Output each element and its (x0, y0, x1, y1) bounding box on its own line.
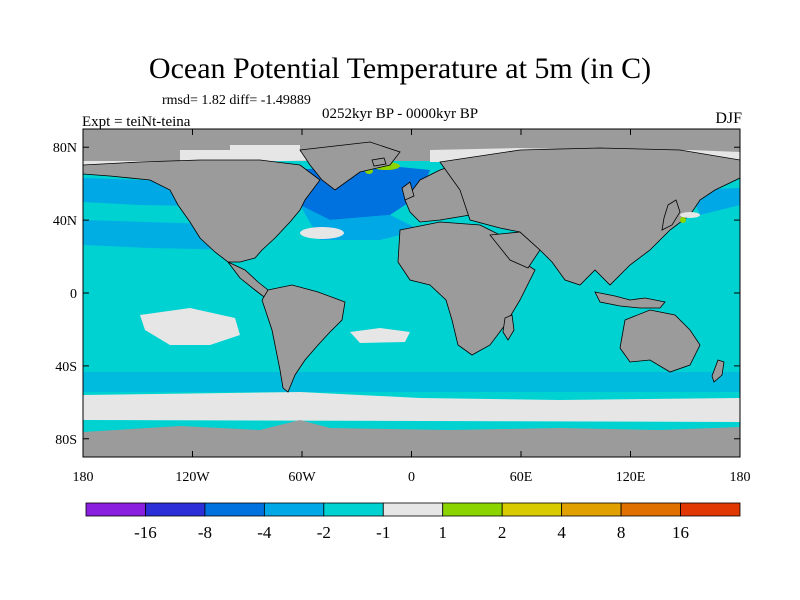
period-label: 0252kyr BP - 0000kyr BP (321, 106, 479, 122)
colorbar-label: 8 (617, 523, 626, 542)
japan (661, 199, 681, 231)
colorbar-label: -4 (257, 523, 272, 542)
season-label: DJF (715, 110, 742, 127)
lat-tick-label: 80N (53, 141, 77, 156)
colorbar-swatch (204, 502, 265, 517)
colorbar-label: 2 (498, 523, 507, 542)
colorbar-swatch (382, 502, 444, 517)
iceland (371, 157, 387, 167)
arabian-peninsula (489, 231, 541, 269)
colorbar-swatch (323, 502, 384, 517)
asia (439, 147, 740, 286)
colorbar-swatch (620, 502, 681, 517)
kuroshio-neutral-spot (680, 212, 700, 218)
maritime-continent (594, 291, 666, 309)
colorbar-swatch (680, 502, 741, 517)
colorbar-label: 4 (557, 523, 566, 542)
kuroshio-warm-spot (680, 217, 686, 223)
colorbar-swatch (85, 502, 146, 517)
colorbar-label: -8 (198, 523, 212, 542)
lon-tick-label: 120W (175, 470, 210, 485)
stats-line: rmsd= 1.82 diff= -1.49889 (162, 93, 311, 108)
lat-tick-label: 0 (70, 287, 77, 302)
lon-tick-label: 180 (73, 470, 94, 485)
colorbar-swatch (501, 502, 563, 517)
lon-tick-label: 120E (616, 470, 646, 485)
lon-tick-label: 180 (730, 470, 751, 485)
south-atlantic-neutral-patch (350, 328, 410, 343)
lat-axis: 80N 40N 0 40S 80S (53, 141, 740, 448)
colorbar-swatch (145, 502, 206, 517)
lat-tick-label: 40S (55, 360, 77, 375)
south-pacific-neutral-patch (140, 308, 240, 345)
map-field (83, 129, 740, 457)
southern-ocean-anomaly (83, 372, 740, 392)
north-america (83, 159, 321, 263)
new-zealand (711, 359, 725, 383)
south-america (261, 284, 346, 393)
lat-tick-label: 80S (55, 433, 77, 448)
africa (397, 221, 536, 356)
madagascar (502, 314, 515, 341)
colorbar: -16 -8 -4 -2 -1 1 2 4 8 16 (85, 502, 741, 542)
lat-tick-label: 40N (53, 214, 77, 229)
lon-tick-label: 0 (408, 470, 415, 485)
greenland (299, 141, 401, 191)
lon-tick-label: 60E (510, 470, 533, 485)
australia (619, 309, 701, 373)
british-isles (401, 181, 415, 201)
plot-title: Ocean Potential Temperature at 5m (in C) (148, 52, 652, 85)
colorbar-swatch (561, 502, 622, 517)
colorbar-label: 1 (438, 523, 447, 542)
colorbar-swatch (263, 502, 325, 517)
experiment-label: Expt = teiNt-teina (82, 114, 191, 130)
southern-ocean-neutral-band (83, 392, 740, 422)
arctic-ice-edge (83, 145, 340, 165)
lon-axis: 180 120W 60W 0 60E 120E 180 (73, 129, 751, 485)
lon-tick-label: 60W (288, 470, 316, 485)
colorbar-label: -2 (317, 523, 331, 542)
colorbar-label: -1 (376, 523, 390, 542)
colorbar-label: 16 (672, 523, 689, 542)
antarctica (83, 420, 740, 457)
colorbar-label: -16 (134, 523, 157, 542)
colorbar-swatch (442, 502, 503, 517)
atlantic-neutral-patch (300, 227, 344, 239)
